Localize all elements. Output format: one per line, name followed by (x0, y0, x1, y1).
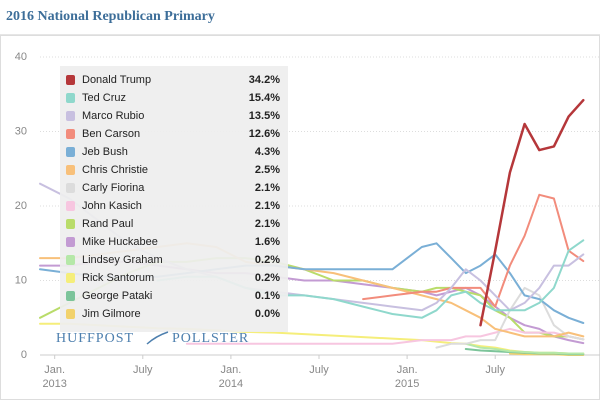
legend-value: 0.2% (255, 272, 280, 284)
legend-label: George Pataki (82, 290, 152, 302)
y-tick-label: 10 (15, 274, 27, 286)
logo-left: HUFFPOST (56, 331, 134, 346)
legend-label: Ben Carson (82, 128, 140, 140)
legend-swatch (66, 147, 75, 157)
legend-value: 4.3% (255, 146, 280, 158)
x-tick-label: Jan. 2013 (42, 364, 66, 390)
legend-swatch (66, 75, 75, 85)
legend-swatch (66, 183, 75, 193)
legend-value: 2.1% (255, 200, 280, 212)
y-tick-label: 20 (15, 200, 27, 212)
legend-swatch (66, 93, 75, 103)
legend-value: 2.1% (255, 218, 280, 230)
x-tick-label: Jan. 2015 (395, 364, 419, 390)
legend-value: 2.5% (255, 164, 280, 176)
chart-title: 2016 National Republican Primary (6, 9, 215, 24)
legend-value: 1.6% (255, 236, 280, 248)
legend-value: 0.2% (255, 254, 280, 266)
legend-swatch (66, 111, 75, 121)
series-line (479, 98, 585, 327)
legend-value: 2.1% (255, 182, 280, 194)
legend-label: Carly Fiorina (82, 182, 145, 194)
legend-swatch (66, 219, 75, 229)
legend-label: Ted Cruz (82, 92, 126, 104)
legend-swatch (66, 129, 75, 139)
legend-label: Chris Christie (82, 164, 148, 176)
logo-slash (146, 331, 169, 345)
series-line (362, 193, 585, 308)
series-line (185, 327, 585, 345)
legend-label: Marco Rubio (82, 110, 144, 122)
legend-value: 15.4% (249, 92, 280, 104)
y-tick-label: 30 (15, 125, 27, 137)
legend-swatch (66, 291, 75, 301)
x-tick-label: July (133, 364, 153, 376)
x-tick-label: July (309, 364, 329, 376)
x-tick-label: July (485, 364, 505, 376)
legend-label: Mike Huckabee (82, 236, 158, 248)
y-tick-label: 0 (21, 349, 27, 361)
legend-swatch (66, 255, 75, 265)
legend-panel (60, 66, 288, 332)
legend-swatch (66, 165, 75, 175)
legend-label: Lindsey Graham (82, 254, 163, 266)
x-tick-label: Jan. 2014 (219, 364, 243, 390)
legend-swatch (66, 237, 75, 247)
legend-label: John Kasich (82, 200, 142, 212)
legend-value: 12.6% (249, 128, 280, 140)
legend-label: Jeb Bush (82, 146, 128, 158)
legend-value: 0.1% (255, 290, 280, 302)
legend-label: Rick Santorum (82, 272, 154, 284)
legend-swatch (66, 309, 75, 319)
y-tick-label: 40 (15, 51, 27, 63)
legend-swatch (66, 201, 75, 211)
legend-label: Donald Trump (82, 74, 151, 86)
legend-swatch (66, 273, 75, 283)
legend-value: 0.0% (255, 308, 280, 320)
logo-right: POLLSTER (172, 331, 249, 346)
legend-value: 13.5% (249, 110, 280, 122)
legend-label: Jim Gilmore (82, 308, 141, 320)
legend-label: Rand Paul (82, 218, 133, 230)
series-line (464, 342, 585, 355)
legend-value: 34.2% (249, 74, 280, 86)
